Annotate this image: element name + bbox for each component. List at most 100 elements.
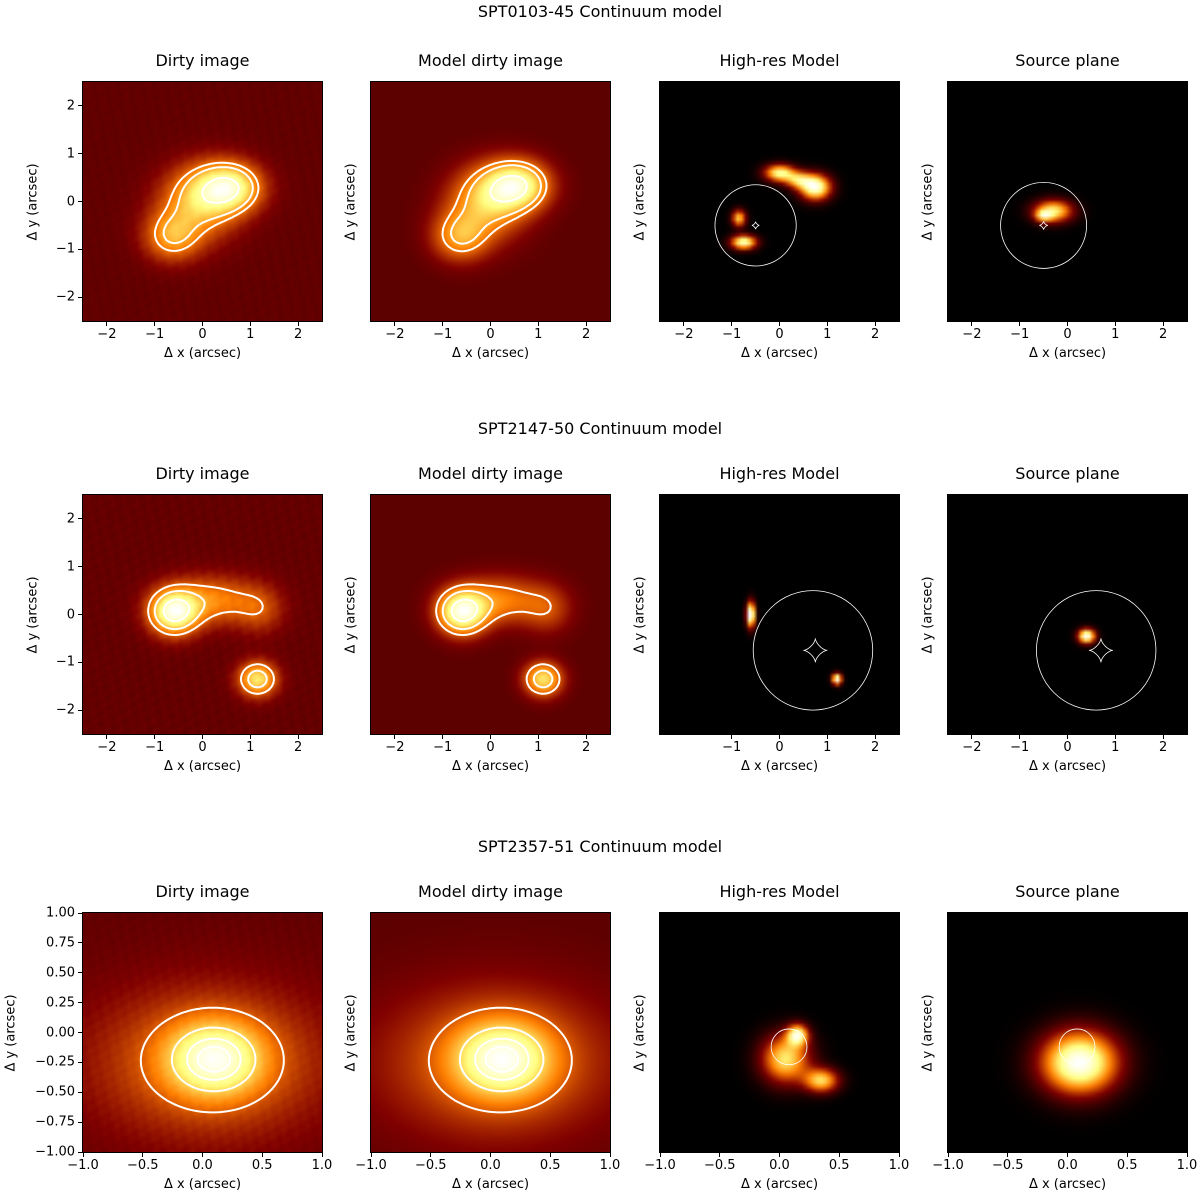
- y-axis-label: Δ y (arcsec): [343, 162, 359, 241]
- panel-title: Source plane: [1015, 882, 1120, 901]
- y-tick-mark: [78, 614, 82, 615]
- intensity-map: [660, 82, 899, 321]
- y-tick-mark: [78, 1151, 82, 1153]
- x-tick-label: 1: [246, 327, 255, 342]
- x-tick-mark: [490, 322, 491, 326]
- x-axis-label: Δ x (arcsec): [163, 1177, 242, 1192]
- y-axis-label: Δ y (arcsec): [3, 993, 19, 1072]
- x-tick-label: 0.5: [251, 1158, 273, 1173]
- x-tick-mark: [719, 1153, 721, 1157]
- x-tick-label: 0.0: [480, 1158, 501, 1173]
- x-tick-label: −1: [145, 327, 165, 342]
- y-tick-label: 0: [66, 194, 75, 209]
- x-tick-mark: [490, 1153, 491, 1157]
- y-axis-label: Δ y (arcsec): [25, 162, 41, 241]
- intensity-map: [371, 82, 610, 321]
- heatmap-panel: [947, 494, 1188, 735]
- y-tick-mark: [78, 709, 82, 711]
- x-tick-mark: [585, 322, 587, 326]
- x-tick-label: 2: [581, 327, 591, 342]
- contour-line: [441, 159, 548, 253]
- y-tick-mark: [78, 1061, 82, 1063]
- x-tick-mark: [826, 735, 828, 739]
- y-tick-label: −1: [55, 241, 75, 257]
- x-tick-label: −2: [962, 740, 982, 755]
- heatmap-panel: [82, 494, 323, 735]
- x-tick-label: 0: [775, 740, 784, 755]
- x-tick-mark: [142, 1153, 144, 1157]
- intensity-map: [660, 913, 899, 1152]
- x-tick-mark: [947, 1153, 949, 1157]
- caustic-curve: [751, 221, 760, 230]
- x-tick-mark: [537, 322, 539, 326]
- heatmap-panel: [82, 81, 323, 322]
- x-tick-label: −2: [962, 327, 982, 342]
- x-tick-label: −1: [1010, 327, 1030, 342]
- y-tick-label: −0.50: [35, 1084, 75, 1100]
- panel-plot-area: [660, 82, 899, 321]
- heatmap-panel: [659, 494, 900, 735]
- x-axis-label: Δ x (arcsec): [163, 346, 242, 361]
- y-tick-mark: [78, 201, 82, 202]
- x-tick-mark: [1007, 1153, 1009, 1157]
- x-tick-label: 1: [823, 327, 832, 342]
- x-tick-mark: [202, 1153, 203, 1157]
- x-tick-mark: [1067, 322, 1068, 326]
- x-axis-label: Δ x (arcsec): [451, 759, 530, 774]
- contour-line: [201, 176, 240, 204]
- y-tick-label: −0.25: [35, 1054, 75, 1070]
- x-tick-label: 0.5: [828, 1158, 850, 1173]
- x-tick-label: −2: [97, 327, 117, 342]
- x-tick-mark: [549, 1153, 551, 1157]
- x-tick-label: 1: [534, 327, 543, 342]
- contour-line: [435, 583, 561, 695]
- x-tick-mark: [394, 322, 396, 326]
- y-tick-mark: [78, 296, 82, 298]
- panel-title: Model dirty image: [418, 882, 563, 901]
- y-tick-mark: [78, 1002, 82, 1004]
- x-axis-label: Δ x (arcsec): [451, 1177, 530, 1192]
- x-tick-label: −1: [722, 327, 742, 342]
- y-tick-mark: [78, 912, 82, 914]
- x-tick-mark: [297, 322, 299, 326]
- y-tick-label: −2: [55, 702, 75, 718]
- contour-line: [489, 175, 528, 203]
- y-axis-label: Δ y (arcsec): [632, 993, 648, 1072]
- panel-plot-area: [948, 82, 1187, 321]
- y-axis-label: Δ y (arcsec): [343, 575, 359, 654]
- x-tick-label: 2: [870, 740, 880, 755]
- x-tick-mark: [779, 322, 780, 326]
- panel-title: High-res Model: [719, 51, 840, 70]
- x-tick-label: −1: [722, 740, 742, 755]
- x-tick-mark: [430, 1153, 432, 1157]
- x-tick-label: 0: [1063, 740, 1072, 755]
- x-tick-mark: [202, 322, 203, 326]
- intensity-map: [371, 913, 610, 1152]
- x-tick-mark: [971, 735, 973, 739]
- x-tick-mark: [826, 322, 828, 326]
- x-axis-label: Δ x (arcsec): [1028, 346, 1107, 361]
- panel-title: Dirty image: [155, 51, 250, 70]
- x-tick-label: 1.0: [599, 1158, 621, 1173]
- y-tick-label: −0.75: [35, 1114, 75, 1130]
- x-tick-label: 2: [581, 740, 591, 755]
- x-tick-label: 0: [775, 327, 784, 342]
- intensity-map: [83, 495, 322, 734]
- y-tick-label: 1: [66, 146, 75, 162]
- x-tick-label: 1.0: [888, 1158, 910, 1173]
- panel-title: Source plane: [1015, 464, 1120, 483]
- panel-title: Dirty image: [155, 882, 250, 901]
- panel-plot-area: [83, 913, 322, 1152]
- x-tick-mark: [370, 1153, 372, 1157]
- x-tick-mark: [1067, 1153, 1068, 1157]
- x-tick-mark: [249, 322, 251, 326]
- intensity-map: [83, 913, 322, 1152]
- panel-plot-area: [83, 82, 322, 321]
- x-tick-mark: [442, 735, 444, 739]
- x-tick-mark: [1114, 322, 1116, 326]
- x-tick-mark: [1186, 1153, 1188, 1157]
- x-axis-label: Δ x (arcsec): [740, 759, 819, 774]
- x-axis-label: Δ x (arcsec): [740, 346, 819, 361]
- x-tick-mark: [1019, 322, 1021, 326]
- row-title: SPT0103-45 Continuum model: [477, 2, 723, 21]
